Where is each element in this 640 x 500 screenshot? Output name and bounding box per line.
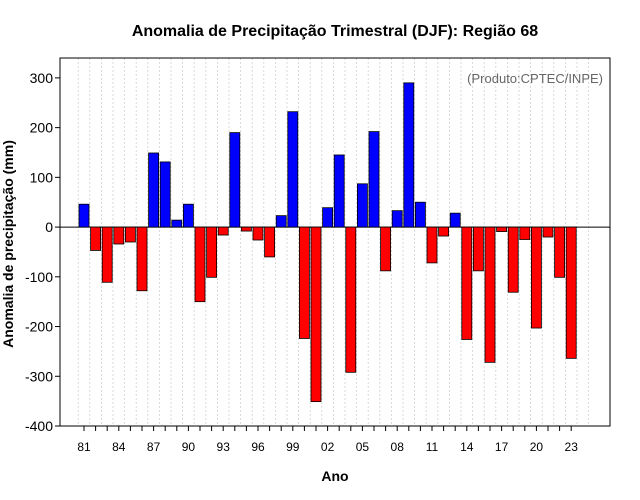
bar-2008	[391, 210, 403, 228]
x-tick-label: 05	[356, 440, 370, 454]
bar-2001	[310, 226, 322, 403]
bar-2009	[403, 82, 415, 228]
bar-1992	[206, 226, 218, 278]
y-tick-label: 100	[30, 169, 54, 185]
bar-2000	[298, 226, 310, 339]
bar-2010	[414, 201, 426, 228]
bar-1986	[136, 226, 148, 292]
x-tick-label: 99	[286, 440, 300, 454]
bar-1988	[159, 161, 171, 228]
x-tick-label: 90	[182, 440, 196, 454]
y-tick-label: 300	[30, 70, 54, 86]
bar-1999	[287, 111, 299, 228]
bar-2007	[380, 226, 392, 272]
bar-1997	[264, 226, 276, 258]
y-tick-label: 200	[30, 120, 54, 136]
x-tick-label: 14	[460, 440, 474, 454]
bar-2016	[484, 226, 496, 363]
bar-1983	[101, 226, 113, 283]
bar-1981	[78, 203, 90, 228]
y-tick-label: -200	[25, 319, 53, 335]
bar-2011	[426, 226, 438, 264]
bars	[78, 82, 577, 403]
x-tick-label: 93	[217, 440, 231, 454]
bar-2004	[345, 226, 357, 373]
bar-2015	[472, 226, 484, 272]
x-tick-label: 84	[112, 440, 126, 454]
bar-1987	[148, 152, 160, 228]
bar-2013	[449, 212, 461, 228]
bar-2014	[461, 226, 473, 340]
plot-frame	[59, 57, 611, 427]
bar-2005	[356, 183, 368, 228]
bar-2019	[519, 226, 531, 240]
bar-2021	[542, 226, 554, 238]
x-axis-label: Ano	[321, 468, 348, 484]
chart-title: Anomalia de Precipitação Trimestral (DJF…	[132, 23, 538, 40]
grid	[77, 58, 589, 426]
bar-2003	[333, 154, 345, 228]
y-tick-label: -300	[25, 368, 53, 384]
x-tick-label: 11	[426, 440, 439, 454]
bar-2012	[438, 226, 450, 237]
bar-1984	[113, 226, 125, 245]
y-tick-label: -400	[25, 418, 53, 434]
bar-1990	[182, 203, 194, 228]
bar-2020	[531, 226, 542, 329]
x-tick-label: 96	[251, 440, 265, 454]
y-axis: -400 -300 -200 -100 0 100 200 300	[25, 70, 60, 434]
bar-2017	[496, 226, 508, 232]
x-tick-label: 87	[147, 440, 161, 454]
bar-1998	[275, 215, 287, 228]
bar-2022	[554, 226, 565, 278]
bar-1985	[125, 226, 136, 243]
x-tick-label: 81	[77, 440, 91, 454]
x-axis: 81 84 87 90 93 96 99 02 05 08 11 14 17 20 23	[77, 426, 578, 454]
bar-1982	[90, 226, 101, 251]
x-tick-label: 08	[391, 440, 405, 454]
y-tick-label: -100	[25, 269, 53, 285]
x-tick-label: 23	[565, 440, 579, 454]
bar-1996	[252, 226, 264, 241]
bar-1994	[229, 132, 241, 228]
bar-2006	[368, 131, 380, 228]
bar-1989	[171, 219, 183, 228]
bar-1995	[240, 226, 252, 232]
x-tick-label: 17	[495, 440, 509, 454]
x-tick-label: 02	[321, 440, 335, 454]
bar-2023	[565, 226, 577, 359]
y-axis-label: Anomalia de precipitação (mm)	[0, 140, 16, 348]
bar-2018	[507, 226, 519, 293]
bar-2002	[322, 207, 334, 228]
y-tick-label: 0	[45, 219, 53, 235]
bar-1993	[217, 226, 229, 236]
x-tick-label: 20	[530, 440, 544, 454]
credit-text: (Produto:CPTEC/INPE)	[467, 71, 603, 86]
bar-1991	[194, 226, 206, 303]
